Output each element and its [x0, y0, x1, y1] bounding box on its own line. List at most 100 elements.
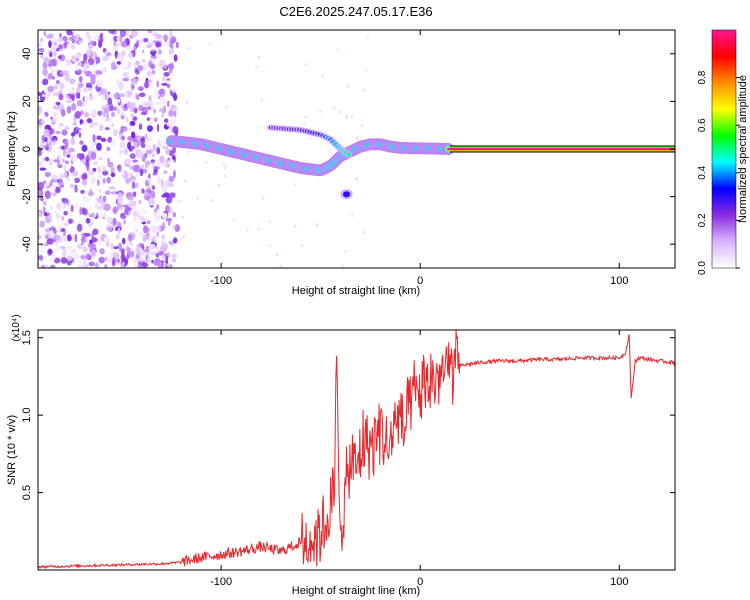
noise-blob: [61, 215, 65, 221]
noise-blob: [163, 118, 169, 123]
noise-blob: [161, 241, 165, 248]
noise-blob: [64, 149, 68, 155]
noise-blob: [58, 103, 65, 110]
noise-blob: [174, 130, 178, 137]
noise-blob: [151, 251, 157, 256]
noise-blob: [42, 68, 48, 77]
noise-blob: [168, 175, 175, 183]
noise-blob: [38, 181, 45, 191]
noise-blob: [126, 102, 134, 110]
noise-blob: [169, 193, 176, 199]
noise-blob: [76, 152, 82, 159]
noise-blob: [98, 156, 103, 161]
noise-blob: [71, 39, 76, 44]
noise-blob: [187, 46, 191, 50]
noise-blob: [246, 228, 249, 232]
noise-blob: [155, 33, 162, 40]
noise-blob: [120, 264, 124, 268]
noise-blob: [356, 136, 359, 140]
ridge-segment: [447, 147, 450, 151]
noise-blob: [172, 211, 176, 218]
noise-blob: [39, 160, 44, 165]
noise-blob: [38, 48, 45, 53]
y-tick-label: -40: [21, 236, 33, 252]
noise-blob: [108, 252, 112, 260]
noise-blob: [110, 111, 116, 118]
noise-blob: [60, 257, 68, 264]
noise-blob: [63, 222, 70, 227]
ridge: [165, 135, 675, 177]
noise-blob: [171, 37, 176, 44]
noise-blob: [344, 249, 347, 253]
noise-blob: [135, 246, 141, 255]
noise-blob: [156, 231, 160, 238]
noise-blob: [153, 91, 160, 98]
noise-blob: [163, 181, 170, 189]
noise-blob: [117, 195, 124, 205]
noise-blob: [146, 227, 150, 233]
noise-blob: [48, 212, 53, 221]
noise-blob: [96, 135, 102, 141]
noise-blob: [110, 64, 118, 70]
noise-blob: [55, 101, 61, 106]
noise-blob: [81, 174, 85, 180]
noise-blob: [169, 150, 174, 157]
noise-blob: [183, 179, 187, 183]
noise-blob: [119, 30, 126, 38]
noise-blob: [109, 117, 114, 125]
noise-blob: [66, 150, 72, 155]
noise-blob: [127, 61, 132, 68]
noise-blob: [90, 144, 94, 152]
noise-blob: [126, 254, 130, 260]
noise-blob: [78, 220, 83, 225]
noise-blob: [47, 91, 51, 96]
noise-blob: [121, 237, 126, 245]
noise-blob: [261, 196, 265, 201]
colorbar-tick-label: 0.8: [697, 70, 708, 84]
noise-blob: [133, 205, 138, 212]
noise-blob: [39, 249, 45, 253]
noise-blob: [165, 148, 171, 155]
noise-blob: [143, 168, 148, 174]
noise-blob: [84, 94, 90, 103]
snr-frame: [37, 329, 676, 571]
noise-blob: [100, 137, 107, 143]
noise-blob: [107, 97, 113, 105]
noise-blob: [96, 79, 103, 88]
noise-blob: [62, 35, 68, 42]
noise-blob: [92, 161, 98, 165]
noise-blob: [133, 78, 138, 85]
noise-blob: [58, 44, 63, 50]
noise-blob: [43, 264, 49, 268]
noise-blob: [85, 217, 91, 224]
noise-blob: [71, 170, 79, 177]
noise-blob: [46, 238, 54, 245]
noise-blob: [130, 250, 135, 258]
noise-blob: [162, 76, 166, 82]
noise-blob: [166, 159, 173, 163]
noise-blob: [42, 62, 48, 69]
noise-blob: [41, 264, 45, 268]
noise-blob: [57, 73, 63, 77]
noise-blob: [85, 236, 89, 244]
noise-blob: [38, 91, 42, 97]
noise-blob: [181, 215, 184, 219]
noise-blob: [153, 165, 158, 174]
noise-blob: [58, 124, 63, 131]
noise-blob: [113, 45, 117, 51]
x-tick-label: 100: [610, 576, 628, 588]
noise-blob: [90, 74, 96, 81]
noise-blob: [74, 110, 82, 119]
noise-blob: [147, 30, 153, 34]
noise-blob: [116, 36, 120, 42]
noise-blob: [125, 116, 129, 123]
noise-blob: [122, 77, 130, 82]
noise-blob: [366, 35, 369, 40]
noise-blob: [350, 115, 354, 119]
noise-blob: [166, 100, 170, 108]
noise-blob: [121, 50, 126, 57]
noise-blob: [55, 80, 60, 85]
noise-blob: [81, 144, 88, 152]
noise-blob: [60, 80, 66, 85]
